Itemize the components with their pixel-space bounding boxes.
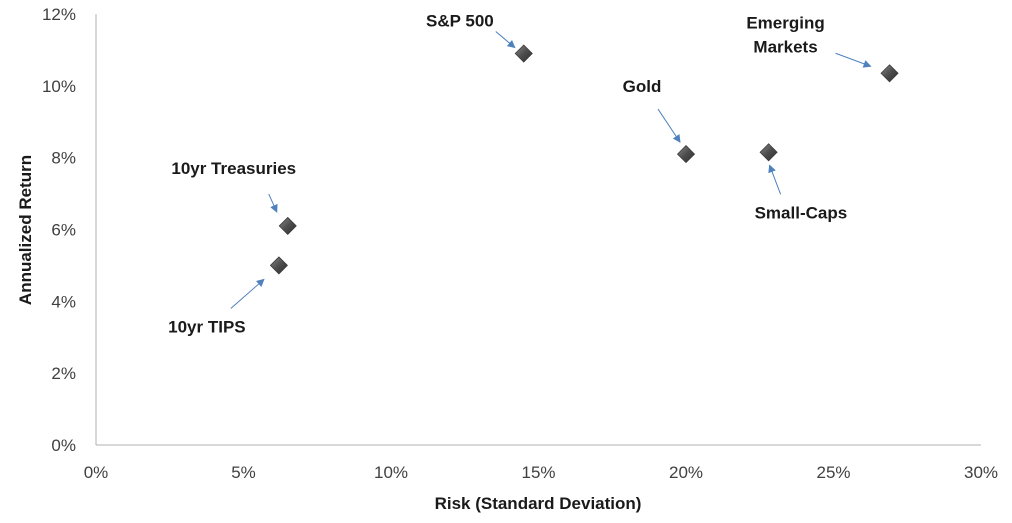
x-tick-label: 20% [669,463,703,482]
data-point-marker [880,64,899,83]
point-label: Small-Caps [755,203,848,222]
data-point-marker [514,44,533,63]
leader-line [230,278,265,309]
y-tick-label: 8% [51,149,76,168]
x-tick-labels: 0% 5% 10% 15% 20% 25% 30% [84,463,998,482]
y-tick-label: 4% [51,292,76,311]
x-tick-label: 5% [231,463,256,482]
y-tick-label: 0% [51,436,76,455]
x-tick-label: 10% [374,463,408,482]
data-points [269,44,899,275]
leader-lines [230,31,872,309]
data-point-marker [676,145,696,164]
data-point-marker [269,256,288,275]
leader-line [495,31,516,49]
y-tick-label: 6% [51,221,76,240]
point-labels: S&P 500 Emerging Markets Gold Small-Caps 10yr… [168,12,847,337]
y-tick-labels: 0% 2% 4% 6% 8% 10% 12% [42,5,76,455]
point-label: Emerging Markets [746,13,824,56]
leader-line [268,193,278,213]
x-tick-label: 25% [816,463,850,482]
x-tick-label: 30% [964,463,998,482]
x-axis-title: Risk (Standard Deviation) [435,494,642,513]
y-tick-label: 10% [42,77,76,96]
y-axis-title: Annualized Return [16,155,35,305]
x-tick-label: 0% [84,463,109,482]
leader-line [657,108,681,143]
x-tick-label: 15% [521,463,555,482]
y-tick-label: 12% [42,5,76,24]
point-label: Gold [623,77,662,96]
leader-line [768,164,782,195]
y-tick-label: 2% [51,364,76,383]
data-point-marker [759,143,778,162]
leader-line [835,52,872,68]
point-label: 10yr TIPS [168,317,246,336]
data-point-marker [278,216,297,235]
point-label: S&P 500 [426,12,494,31]
point-label: 10yr Treasuries [171,159,296,178]
